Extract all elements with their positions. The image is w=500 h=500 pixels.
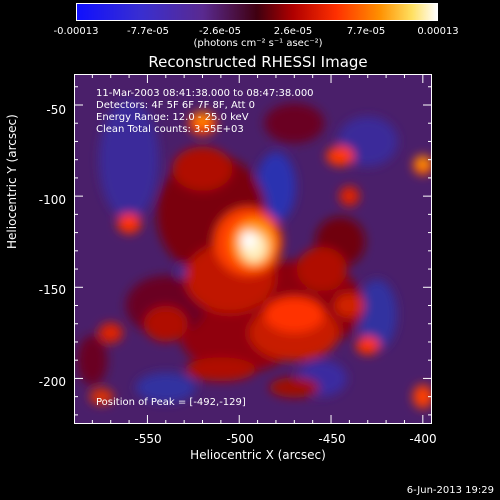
colorbar-gradient [77,4,437,20]
time-range-label: 11-Mar-2003 08:41:38.000 to 08:47:38.000 [96,88,314,99]
heatmap-blob [194,112,211,127]
heatmap-blob [135,372,196,403]
plot-frame [74,74,432,424]
heatmap-blob [117,213,142,234]
heatmap-blob [355,336,380,355]
heatmap-blob [412,384,432,409]
colorbar-tick: -2.6e-05 [199,26,241,37]
y-tick-label: -200 [38,375,66,389]
x-tick-label: -550 [134,432,162,446]
detectors-label: Detectors: 4F 5F 6F 7F 8F, Att 0 [96,100,256,111]
heatmap-blob [143,305,188,342]
energy-range-label: Energy Range: 12.0 - 25.0 keV [96,112,249,123]
y-axis-label: Heliocentric Y (arcsec) [5,114,19,249]
y-tick-label: -150 [38,283,66,297]
colorbar-tick: 0.00013 [417,26,459,37]
heatmap-blob [99,99,160,220]
colorbar-tick: -7.7e-05 [127,26,169,37]
chart-title: Reconstructed RHESSI Image [148,53,368,71]
heatmap-blob [255,152,296,223]
heatmap-svg [74,74,432,424]
heatmap-plot [74,74,432,424]
heatmap-blob [326,146,355,167]
heatmap-blob [296,247,347,292]
heatmap-blob [416,157,429,170]
heatmap-blob [264,103,325,144]
heatmap-blob [334,293,365,318]
heatmap-blob [339,186,360,207]
colorbar-tick: 7.7e-05 [346,26,386,37]
y-tick-label: -100 [38,193,66,207]
heatmap-blob [356,279,397,350]
heatmap-blob [240,230,257,249]
colorbar-tick: 2.6e-05 [273,26,313,37]
y-tick-label: -50 [46,103,66,117]
clean-counts-label: Clean Total counts: 3.55E+03 [96,124,244,135]
peak-position-label: Position of Peak = [-492,-129] [96,397,246,408]
heatmap-blob [172,146,233,191]
x-tick-label: -400 [409,432,437,446]
footer-date: 6-Jun-2013 19:29 [406,485,494,496]
heatmap-blob [269,377,320,398]
heatmap-blob [98,322,123,343]
x-tick-label: -450 [318,432,346,446]
heatmap-blob [89,388,114,405]
colorbar [76,3,438,21]
heatmap-blobs [77,99,432,409]
heatmap-blob [185,357,256,382]
colorbar-units: (photons cm⁻² s⁻¹ asec⁻²) [193,38,323,49]
heatmap-blob [77,335,108,386]
colorbar-tick: -0.00013 [53,26,99,37]
heatmap-blob [264,296,325,333]
x-axis-label: Heliocentric X (arcsec) [190,448,326,462]
x-tick-label: -500 [226,432,254,446]
